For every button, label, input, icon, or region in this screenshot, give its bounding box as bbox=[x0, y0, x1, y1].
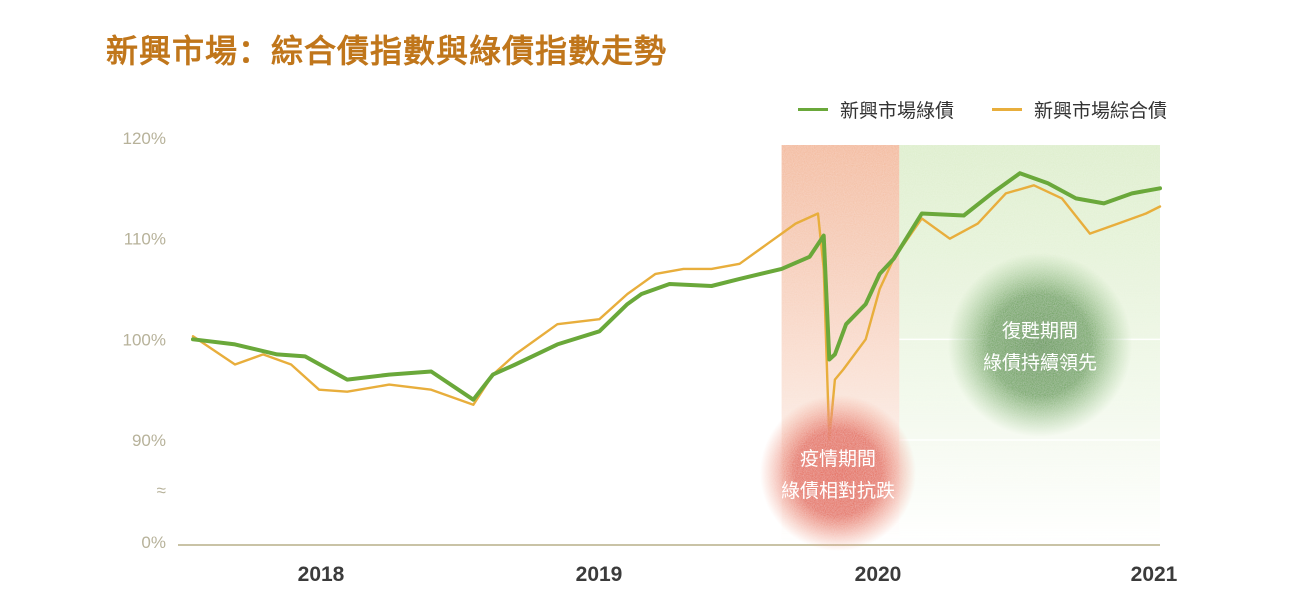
chart-title: 新興市場：綜合債指數與綠債指數走勢 bbox=[106, 32, 668, 70]
x-axis: 2018 2019 2020 2021 bbox=[178, 544, 1178, 586]
covid-bubble bbox=[760, 395, 916, 551]
series-line-orange bbox=[191, 184, 1162, 442]
legend-swatch-green bbox=[797, 108, 828, 111]
legend-item-green: 新興市場綠債 bbox=[797, 96, 954, 123]
annotation-text: 復甦期間 bbox=[1002, 320, 1078, 342]
legend-label-green: 新興市場綠債 bbox=[839, 100, 954, 122]
x-tick-label: 2019 bbox=[576, 563, 623, 586]
y-tick-label: ≈ bbox=[157, 481, 166, 500]
series-line-green bbox=[191, 171, 1162, 402]
y-tick-label: 120% bbox=[123, 129, 166, 148]
legend-swatch-orange bbox=[991, 108, 1022, 111]
y-tick-label: 110% bbox=[124, 230, 166, 249]
y-tick-label: 90% bbox=[132, 431, 166, 450]
legend-item-orange: 新興市場綜合債 bbox=[991, 96, 1167, 123]
series-lines bbox=[191, 171, 1162, 442]
x-tick-label: 2021 bbox=[1131, 563, 1178, 586]
annotation-text: 疫情期間 bbox=[800, 448, 876, 470]
recovery-bubble bbox=[948, 253, 1132, 437]
x-tick-label: 2018 bbox=[298, 563, 345, 586]
y-tick-label: 0% bbox=[141, 533, 166, 552]
legend-label-orange: 新興市場綜合債 bbox=[1033, 100, 1167, 122]
y-tick-label: 100% bbox=[123, 330, 166, 349]
legend: 新興市場綠債 新興市場綜合債 bbox=[797, 96, 1167, 123]
annotation-text: 綠債持續領先 bbox=[983, 352, 1097, 374]
x-tick-label: 2020 bbox=[855, 563, 902, 586]
y-axis: 0% ≈90% 100% 110% 120% bbox=[123, 129, 166, 552]
annotation-text: 綠債相對抗跌 bbox=[781, 480, 895, 502]
